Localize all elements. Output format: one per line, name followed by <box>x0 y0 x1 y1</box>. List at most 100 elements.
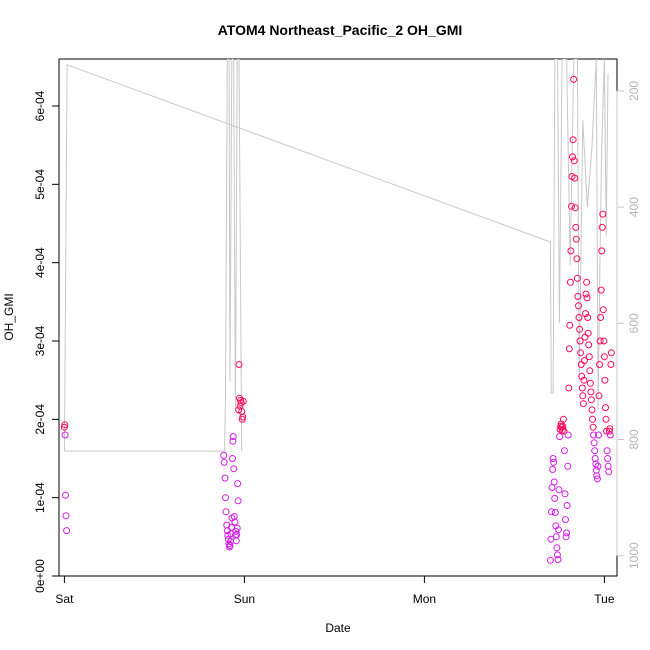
data-point <box>587 396 595 404</box>
data-point <box>222 508 230 516</box>
data-point <box>598 223 606 231</box>
data-point <box>235 361 243 368</box>
data-point <box>571 204 579 212</box>
data-point <box>579 392 587 400</box>
data-point <box>583 278 591 286</box>
data-point <box>587 388 595 396</box>
data-point <box>595 392 603 400</box>
data-point <box>575 302 582 310</box>
data-point <box>62 512 70 520</box>
data-point <box>593 472 601 480</box>
data-point <box>237 399 245 407</box>
data-point <box>224 535 232 543</box>
data-point <box>220 451 228 459</box>
data-point <box>222 494 229 502</box>
data-point <box>552 533 560 541</box>
data-point <box>593 475 601 483</box>
data-point <box>570 157 578 165</box>
oh-points-layer <box>60 75 615 564</box>
data-point <box>571 174 579 182</box>
data-point <box>594 462 602 470</box>
y-tick-label: 6e-04 <box>33 90 47 121</box>
data-point <box>239 397 247 405</box>
data-point <box>556 433 564 441</box>
data-point <box>234 497 242 505</box>
data-point <box>580 376 588 384</box>
data-point <box>230 465 238 473</box>
data-point <box>590 439 598 447</box>
data-point <box>585 341 593 349</box>
data-point <box>598 247 606 255</box>
x-axis: Sat Sun Mon Tue <box>55 575 615 606</box>
y-tick-label: 1e-04 <box>33 482 47 513</box>
data-point <box>595 431 602 439</box>
chart-title: ATOM4 Northeast_Pacific_2 OH_GMI <box>218 22 463 38</box>
data-point <box>562 533 570 541</box>
data-point <box>575 314 583 321</box>
secondary-tick-label: 800 <box>627 429 641 449</box>
data-point <box>61 431 69 439</box>
data-point <box>592 466 600 474</box>
data-point <box>229 437 237 445</box>
data-point <box>221 474 229 482</box>
data-point <box>62 491 69 499</box>
data-point <box>549 466 557 473</box>
data-point <box>60 423 68 431</box>
data-point <box>596 337 604 345</box>
data-point <box>591 447 599 455</box>
pressure-trace-layer <box>63 59 609 452</box>
data-point <box>602 415 610 423</box>
data-point <box>566 278 574 286</box>
data-point <box>553 551 561 559</box>
secondary-tick-label: 200 <box>627 81 641 101</box>
data-point <box>572 223 580 231</box>
data-point <box>239 413 247 421</box>
data-point <box>565 345 573 353</box>
data-point <box>573 255 581 263</box>
data-point <box>567 247 575 255</box>
data-point <box>229 433 237 441</box>
data-point <box>577 349 585 357</box>
x-tick-label: Sun <box>234 592 255 606</box>
data-point <box>583 294 591 302</box>
y-tick-label: 3e-04 <box>33 325 47 356</box>
data-point <box>574 292 582 300</box>
data-point <box>601 376 609 384</box>
data-point <box>550 478 558 486</box>
data-point <box>551 494 559 502</box>
data-point <box>562 516 569 524</box>
data-point <box>550 458 558 466</box>
data-point <box>561 490 569 498</box>
data-point <box>572 235 580 243</box>
data-point <box>573 274 581 282</box>
x-tick-label: Tue <box>594 592 615 606</box>
data-point <box>569 136 577 144</box>
secondary-axis: 200 400 600 800 1000 <box>616 81 641 569</box>
data-point <box>570 75 578 83</box>
data-point <box>604 455 612 462</box>
data-point <box>229 455 236 462</box>
data-point <box>600 337 608 345</box>
data-point <box>585 353 593 361</box>
data-point <box>546 556 554 564</box>
data-point <box>584 314 592 321</box>
data-point <box>220 458 228 466</box>
data-point <box>602 404 609 412</box>
data-point <box>232 527 240 535</box>
data-point <box>589 415 596 423</box>
secondary-tick-label: 600 <box>627 313 641 333</box>
data-point <box>559 422 567 430</box>
data-point <box>589 423 597 431</box>
data-point <box>555 486 563 494</box>
data-point <box>586 367 594 375</box>
data-point <box>600 353 608 361</box>
data-point <box>605 468 613 476</box>
data-point <box>607 361 615 368</box>
data-point <box>578 384 586 392</box>
x-tick-label: Mon <box>413 592 436 606</box>
data-point <box>555 526 562 534</box>
data-point <box>597 314 605 321</box>
data-point <box>560 427 568 435</box>
data-point <box>548 508 555 516</box>
data-point <box>599 306 607 314</box>
